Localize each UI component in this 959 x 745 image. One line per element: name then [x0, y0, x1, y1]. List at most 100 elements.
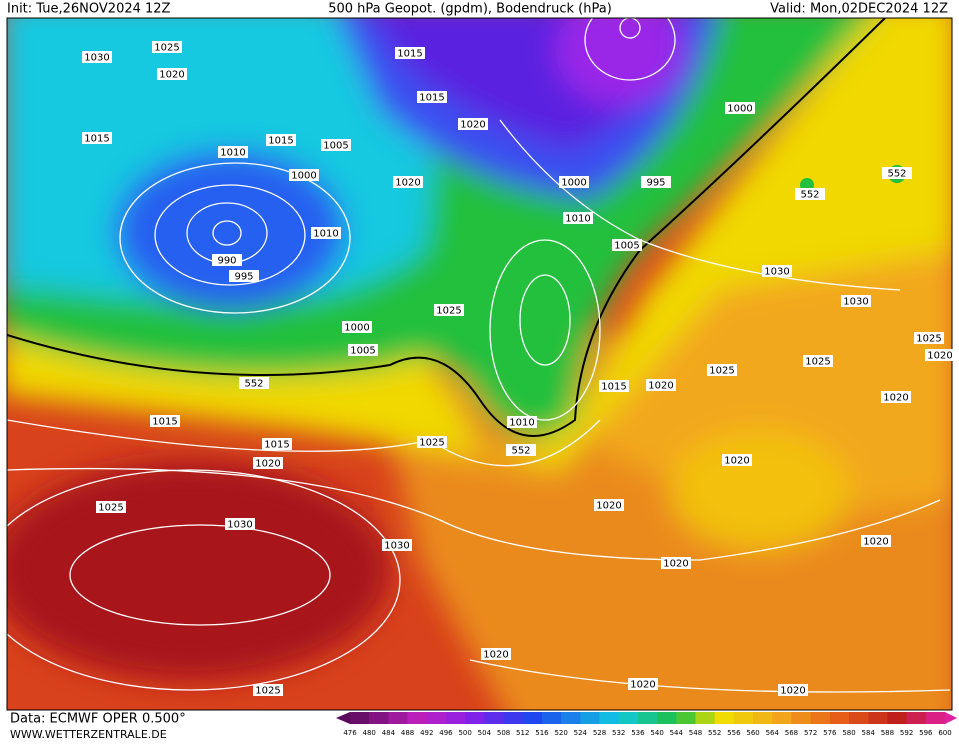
isobar-label-box	[925, 349, 955, 361]
isobar-label: 1015	[264, 440, 289, 451]
isobar-label: 1015	[419, 93, 444, 104]
colorbar-cell	[465, 712, 485, 724]
isobar-label: 1030	[843, 297, 868, 308]
colorbar-cell	[829, 712, 850, 724]
isobar-label-box	[646, 379, 676, 391]
isobar-label: 1025	[98, 503, 123, 514]
isobar-label: 1015	[84, 134, 109, 145]
isobar-label-box	[861, 535, 891, 547]
isobar-label: 552	[887, 169, 906, 180]
isobar-label: 1005	[323, 141, 348, 152]
isobar-label-box	[762, 265, 792, 277]
colorbar-cell	[580, 712, 601, 724]
isobar-label-box	[481, 648, 511, 660]
isobar-label: 1020	[883, 393, 908, 404]
isobar-label-box	[881, 391, 911, 403]
isobar-label-box	[348, 344, 378, 356]
colorbar-cell	[350, 712, 370, 724]
colorbar-cell	[753, 712, 773, 724]
isobar-label-box	[599, 380, 629, 392]
colorbar-cell	[599, 712, 620, 724]
isobar-label: 1020	[630, 680, 655, 691]
isobar-label: 1010	[220, 148, 245, 159]
isobar-label: 990	[217, 256, 236, 267]
colorbar-cell	[714, 712, 735, 724]
isobar-label-box	[218, 146, 248, 158]
isobar-label: 1005	[614, 241, 639, 252]
colorbar-cell	[868, 712, 888, 724]
colorbar-label: 508	[497, 729, 510, 737]
colorbar-label: 568	[785, 729, 798, 737]
colorbar-cell	[369, 712, 389, 724]
colorbar-label: 588	[881, 729, 894, 737]
isobar-label-box	[628, 678, 658, 690]
isobar-label: 1000	[291, 171, 316, 182]
isobar-label-box	[417, 436, 447, 448]
colorbar-cell	[503, 712, 524, 724]
isobar-label: 1030	[227, 520, 252, 531]
isobar-label-box	[229, 270, 259, 282]
colorbar-label: 520	[554, 729, 567, 737]
colorbar-label: 480	[363, 729, 376, 737]
isobar-label-box	[253, 457, 283, 469]
colorbar-label: 548	[689, 729, 702, 737]
isobar-label-box	[82, 132, 112, 144]
isobar-label: 1025	[916, 334, 941, 345]
isobar-label: 1020	[395, 178, 420, 189]
isobar-label: 1020	[255, 459, 280, 470]
colorbar-label: 596	[919, 729, 933, 737]
isobar-label-box	[417, 91, 447, 103]
colorbar-cell	[484, 712, 505, 724]
colorbar-label: 560	[746, 729, 759, 737]
colorbar-label: 500	[458, 729, 471, 737]
isobar-label-box	[157, 68, 187, 80]
colorbar-cell	[887, 712, 908, 724]
colorbar-arrow	[336, 712, 350, 724]
colorbar-label: 552	[708, 729, 721, 737]
colorbar-label: 488	[401, 729, 414, 737]
colorbar-label: 564	[766, 729, 780, 737]
colorbar-label: 524	[574, 729, 588, 737]
isobar-label: 1015	[152, 417, 177, 428]
isobar-labels: 1030 1025 1020 1015 1015 1015 1015 1010 1005 1000…	[82, 41, 955, 697]
colorbar-label: 476	[343, 729, 357, 737]
colorbar-label: 600	[938, 729, 951, 737]
isobar-label-box	[559, 176, 589, 188]
colorbar-label: 556	[727, 729, 741, 737]
isobar-label-box	[882, 167, 912, 179]
isobar-label: 1030	[384, 541, 409, 552]
colorbar-label: 540	[650, 729, 663, 737]
isobar-label: 552	[244, 379, 263, 390]
isobar-label: 1020	[663, 559, 688, 570]
colorbar-cell	[676, 712, 696, 724]
colorbar-cell	[561, 712, 581, 724]
colorbar-cell	[772, 712, 792, 724]
isobar-label-box	[722, 454, 752, 466]
colorbar-cell	[426, 712, 447, 724]
isobar-label-box	[253, 684, 283, 696]
isobar-label-box	[152, 41, 182, 53]
isobar-label-box	[661, 557, 691, 569]
isobar-label: 1005	[350, 346, 375, 357]
isobar-label-box	[778, 684, 808, 696]
isobar-label-box	[434, 304, 464, 316]
colorbar-cell	[733, 712, 754, 724]
colorbar-label: 484	[382, 729, 396, 737]
isobar-label: 1025	[419, 438, 444, 449]
colorbar-label: 592	[900, 729, 913, 737]
isobar-label: 1025	[436, 306, 461, 317]
isobar-label: 1025	[709, 366, 734, 377]
isobar-label: 1015	[397, 49, 422, 60]
colorbar-label: 496	[439, 729, 453, 737]
isobar-label: 1020	[159, 70, 184, 81]
isobar-label-box	[96, 501, 126, 513]
isobar-label-box	[321, 139, 351, 151]
isobar-label-box	[594, 499, 624, 511]
isobar-label: 1025	[154, 43, 179, 54]
isobar-label: 1020	[724, 456, 749, 467]
isobar-label: 1030	[764, 267, 789, 278]
colorbar-cell	[522, 712, 543, 724]
colorbar-cell	[407, 712, 428, 724]
